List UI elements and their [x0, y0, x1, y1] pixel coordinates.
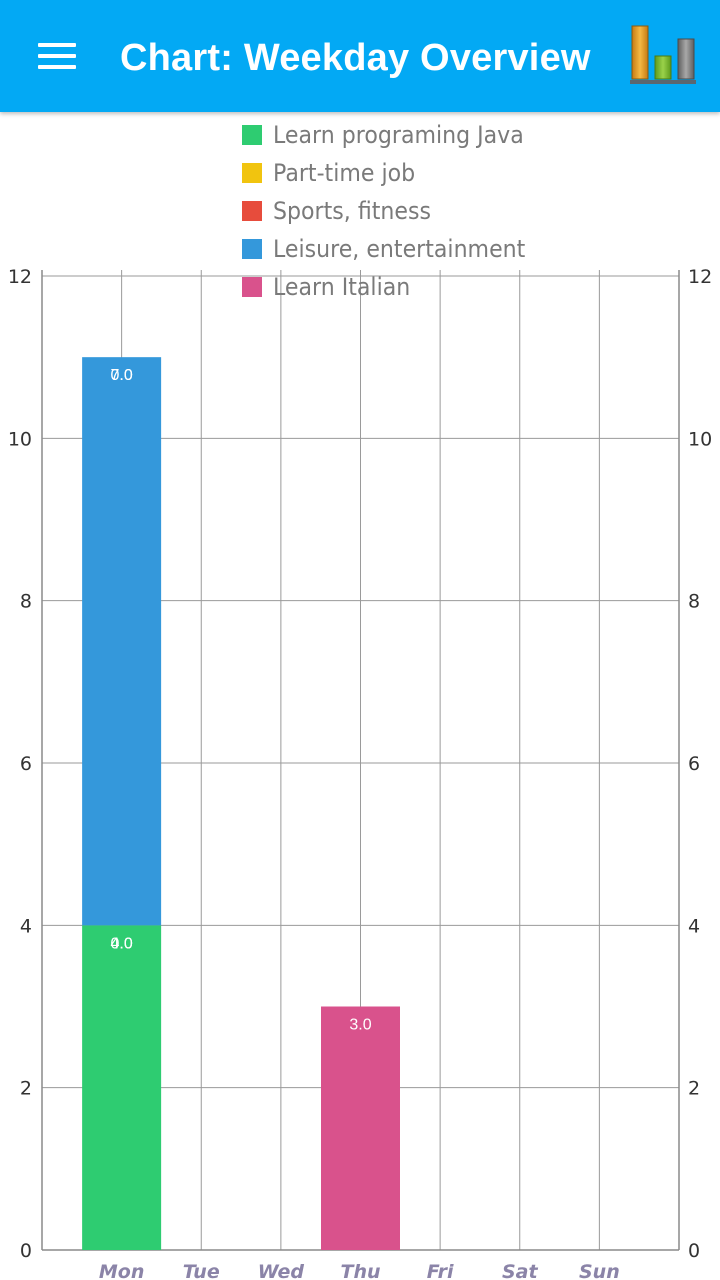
y-tick-label-left: 2 [20, 1078, 32, 1100]
legend-label: Learn Italian [273, 273, 411, 301]
x-tick-label: Thu [340, 1261, 380, 1280]
y-tick-label-left: 8 [20, 591, 32, 613]
bar-chart-icon[interactable] [628, 22, 698, 88]
legend-item: Sports, fitness [242, 192, 642, 230]
data-label: 7.0 [111, 367, 133, 384]
x-tick-label: Mon [99, 1261, 145, 1280]
data-label: 0.0 [111, 367, 133, 384]
legend-swatch [242, 163, 262, 183]
data-label: 0.0 [111, 935, 133, 952]
legend-swatch [242, 239, 262, 259]
y-tick-label-right: 2 [688, 1078, 700, 1100]
y-tick-label-left: 10 [8, 428, 32, 450]
hamburger-menu-icon [38, 43, 76, 47]
page-title: Chart: Weekday Overview [120, 37, 591, 79]
bar-segment [321, 1006, 400, 1250]
y-tick-label-left: 12 [8, 266, 32, 288]
legend-label: Learn programing Java [273, 121, 524, 149]
y-tick-label-right: 12 [688, 266, 712, 288]
data-label: 3.0 [349, 1017, 371, 1034]
y-tick-label-right: 10 [688, 428, 712, 450]
y-tick-label-right: 4 [688, 915, 700, 937]
data-label: 4.0 [111, 935, 133, 952]
bar-segment [82, 357, 162, 926]
legend-swatch [242, 125, 262, 145]
y-tick-label-right: 0 [688, 1240, 700, 1262]
legend-swatch [242, 201, 262, 221]
legend-item: Part-time job [242, 154, 642, 192]
legend-swatch [242, 277, 262, 297]
bar-segment [82, 925, 162, 1250]
x-tick-label: Sun [579, 1261, 620, 1280]
x-tick-label: Tue [183, 1261, 220, 1280]
x-tick-label: Wed [258, 1261, 305, 1280]
legend-label: Sports, fitness [273, 197, 431, 225]
y-tick-label-left: 6 [20, 753, 32, 775]
y-tick-label-right: 6 [688, 753, 700, 775]
legend-item: Learn programing Java [242, 116, 642, 154]
y-tick-label-left: 4 [20, 915, 32, 937]
legend-item: Leisure, entertainment [242, 230, 642, 268]
chart-legend: Learn programing Java Part-time job Spor… [242, 116, 642, 306]
legend-item: Learn Italian [242, 268, 642, 306]
menu-button[interactable] [24, 28, 88, 84]
x-tick-label: Fri [427, 1261, 454, 1280]
y-tick-label-left: 0 [20, 1240, 32, 1262]
legend-label: Leisure, entertainment [273, 235, 526, 263]
legend-label: Part-time job [273, 159, 416, 187]
y-tick-label-right: 8 [688, 591, 700, 613]
x-tick-label: Sat [502, 1261, 539, 1280]
app-bar: Chart: Weekday Overview [0, 0, 720, 112]
